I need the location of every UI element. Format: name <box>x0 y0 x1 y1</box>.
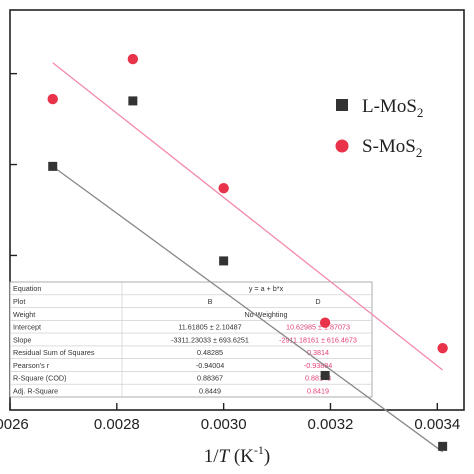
x-tick-label-0: .0026 <box>0 416 29 433</box>
x-axis-title: 1/T (K-1) <box>204 443 271 467</box>
point-s-mos2-3 <box>319 317 331 328</box>
point-s-mos2-4 <box>437 342 448 354</box>
fit-lines <box>52 62 444 453</box>
fit-table-label: Residual Sum of Squares <box>13 348 95 357</box>
x-tick-label-1: 0.0028 <box>94 416 140 433</box>
fit-table-frame <box>9 281 373 398</box>
data-points <box>47 53 448 451</box>
fit-table-label: R-Square (COD) <box>13 374 67 383</box>
fit-table-cell: 11.61805 ± 2.10487 <box>178 323 241 332</box>
point-l-mos2-2 <box>219 256 229 266</box>
fit-table-cell: 10.62985 ± 1.87073 <box>286 323 350 332</box>
point-s-mos2-0 <box>47 93 58 105</box>
fit-line-l-mos2 <box>52 165 444 453</box>
fit-table-cell: -2911.18161 ± 616.4673 <box>279 335 357 344</box>
fit-table-cell: B <box>208 297 213 306</box>
fit-table-cell: D <box>315 297 320 306</box>
fit-table-cell: No Weighting <box>244 310 287 319</box>
fit-line-s-mos2 <box>52 62 444 371</box>
point-l-mos2-3 <box>320 370 330 380</box>
point-l-mos2-4 <box>438 441 448 451</box>
x-tick-label-3: 0.0032 <box>308 416 354 433</box>
fit-table-cell: 0.88143 <box>305 374 331 383</box>
fit-table-cell: 0.48285 <box>197 348 223 357</box>
point-l-mos2-0 <box>48 161 58 171</box>
fit-table-cell: y = a + b*x <box>249 284 284 293</box>
x-axis-ticks: .0026 0.0028 0.0030 0.0032 0.0034 <box>0 403 460 433</box>
fit-table-label: Slope <box>13 335 31 344</box>
legend-marker-s-mos2 <box>335 139 349 153</box>
point-l-mos2-1 <box>128 96 138 106</box>
fit-table-label: Equation <box>13 284 41 293</box>
fit-table-label: Adj. R-Square <box>13 386 58 395</box>
point-s-mos2-2 <box>218 182 229 194</box>
fit-table-label: Intercept <box>13 323 41 332</box>
legend-label-s-mos2: S-MoS2 <box>362 136 422 160</box>
x-tick-label-2: 0.0030 <box>201 416 247 433</box>
fit-table-cell: -0.94004 <box>196 361 224 370</box>
fit-table-cell: 0.3814 <box>307 348 329 357</box>
fit-table-cell: 0.8419 <box>307 386 329 395</box>
fit-table-cell: 0.8449 <box>199 386 221 395</box>
fit-table-label: Weight <box>13 310 35 319</box>
legend: L-MoS2 S-MoS2 <box>335 96 423 160</box>
fit-table-cell: 0.88367 <box>197 374 223 383</box>
x-tick-label-4: 0.0034 <box>414 416 460 433</box>
fit-table-label: Pearson's r <box>13 361 50 370</box>
legend-marker-l-mos2 <box>336 99 348 111</box>
fit-table-cell: -0.93884 <box>304 361 332 370</box>
plot-frame <box>9 9 465 411</box>
fit-table: Equation y = a + b*x Plot B D Weight No Weight… <box>9 281 373 398</box>
fit-table-label: Plot <box>13 297 25 306</box>
fit-table-cell: -3311.23033 ± 693.6251 <box>171 335 249 344</box>
point-s-mos2-1 <box>127 53 139 65</box>
legend-label-l-mos2: L-MoS2 <box>362 96 423 120</box>
